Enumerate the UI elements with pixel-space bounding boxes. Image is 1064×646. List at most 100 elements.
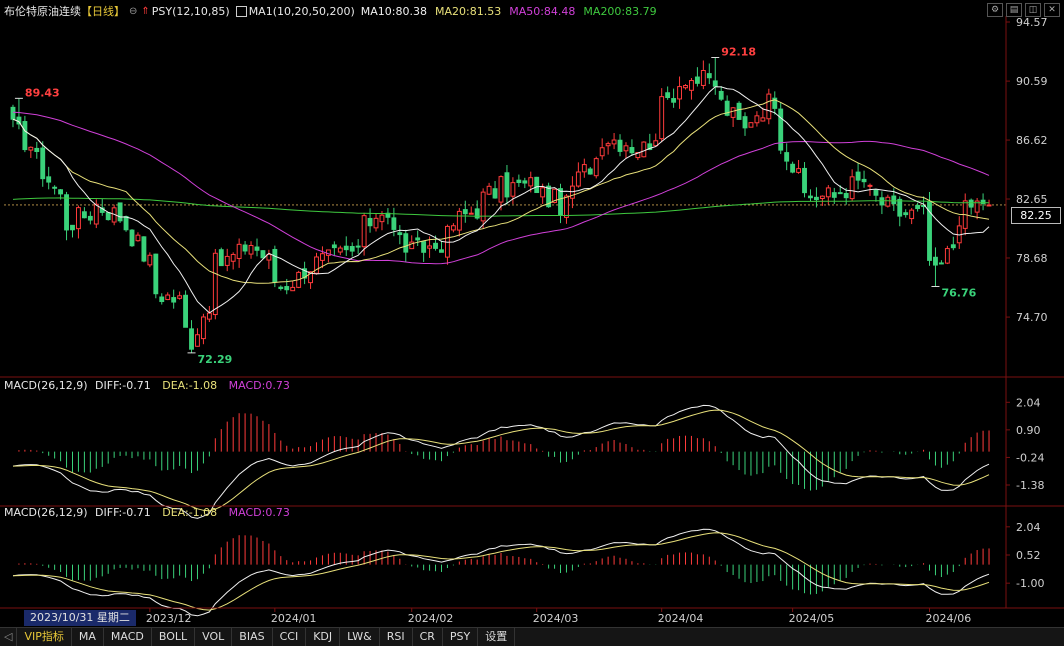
candle-body xyxy=(260,250,266,259)
settings-icon[interactable]: ⊖ xyxy=(129,5,138,17)
candle-body xyxy=(766,93,772,120)
candle-body xyxy=(653,140,659,147)
macd2-header: MACD(26,12,9) DIFF:-0.71 DEA:-1.08 MACD:… xyxy=(4,506,290,519)
candle-body xyxy=(933,256,938,266)
candle-body xyxy=(903,212,909,216)
tab-cci[interactable]: CCI xyxy=(273,628,307,646)
candle-body xyxy=(123,216,129,231)
candle-body xyxy=(58,189,64,195)
candle-body xyxy=(540,187,546,198)
candle-body xyxy=(629,147,635,154)
candle-body xyxy=(885,196,891,207)
y-tick-label: 82.65 xyxy=(1016,193,1048,206)
tab-rsi[interactable]: RSI xyxy=(380,628,413,646)
tab-macd[interactable]: MACD xyxy=(104,628,152,646)
candle-body xyxy=(409,241,415,250)
candle-body xyxy=(64,194,69,231)
candle-body xyxy=(938,262,944,265)
candle-body xyxy=(599,147,605,157)
candle-body xyxy=(552,188,557,203)
candle-body xyxy=(528,177,534,187)
candle-body xyxy=(564,195,569,218)
candle-body xyxy=(677,86,682,100)
tab-settings[interactable]: 设置 xyxy=(478,628,516,646)
candle-body xyxy=(623,145,629,152)
candle-body xyxy=(974,200,980,213)
candle-body xyxy=(343,245,349,251)
ma50-label: MA50:84.48 xyxy=(509,4,576,18)
macd2-dea: DEA:-1.08 xyxy=(162,506,218,519)
panel-menu-icon[interactable]: ⚙ xyxy=(987,3,1003,17)
psy-label: PSY(12,10,85) xyxy=(151,4,230,18)
panel-split-icon[interactable]: ◫ xyxy=(1025,3,1041,17)
macd1-diff-line xyxy=(12,404,990,519)
macd2-y-tick-label: 0.52 xyxy=(1016,549,1041,562)
ma200-line xyxy=(12,197,989,217)
candle-body xyxy=(355,245,361,248)
candle-body xyxy=(748,122,754,128)
y-tick-label: 94.57 xyxy=(1016,16,1048,29)
y-tick-label: 78.68 xyxy=(1016,252,1048,265)
candle-body xyxy=(724,100,730,116)
candle-body xyxy=(331,244,337,249)
candle-body xyxy=(439,249,444,253)
low-annotation: 76.76 xyxy=(941,286,976,299)
candle-body xyxy=(189,328,194,350)
tab-vol[interactable]: VOL xyxy=(195,628,233,646)
tab-kdj[interactable]: KDJ xyxy=(306,628,341,646)
candle-body xyxy=(778,108,784,151)
macd1-y-tick-label: -0.24 xyxy=(1016,451,1044,464)
tab-lw[interactable]: LW& xyxy=(340,628,380,646)
macd1-dea: DEA:-1.08 xyxy=(162,379,218,392)
tab-psy[interactable]: PSY xyxy=(443,628,479,646)
candle-body xyxy=(760,117,766,122)
tab-ma[interactable]: MA xyxy=(72,628,104,646)
candle-body xyxy=(849,176,855,200)
macd2-dea-line xyxy=(12,532,990,611)
candle-body xyxy=(70,224,75,231)
candle-body xyxy=(492,188,498,199)
candle-body xyxy=(22,121,28,151)
candle-body xyxy=(480,191,486,222)
candle-body xyxy=(593,158,599,177)
candle-body xyxy=(772,97,778,109)
tab-cr[interactable]: CR xyxy=(413,628,443,646)
candle-body xyxy=(415,237,421,241)
candle-body xyxy=(46,176,52,183)
candle-body xyxy=(52,186,58,189)
x-tick-label: 2024/03 xyxy=(533,612,579,625)
tab-boll[interactable]: BOLL xyxy=(152,628,196,646)
panel-arrange-icon[interactable]: ▤ xyxy=(1006,3,1022,17)
candle-body xyxy=(647,143,653,151)
candle-body xyxy=(290,286,296,292)
candle-body xyxy=(950,244,956,249)
candle-body xyxy=(314,256,319,274)
toolbar-scroll-icon[interactable]: ◁ xyxy=(0,628,18,646)
candle-body xyxy=(195,334,200,347)
candle-body xyxy=(302,268,308,279)
candle-body xyxy=(486,185,492,195)
candle-body xyxy=(873,189,879,196)
tab-bias[interactable]: BIAS xyxy=(232,628,273,646)
y-tick-label: 90.59 xyxy=(1016,75,1048,88)
candle-body xyxy=(825,187,831,198)
y-tick-label: 74.70 xyxy=(1016,311,1048,324)
window-controls: ⚙ ▤ ◫ ✕ xyxy=(987,3,1060,17)
period-label[interactable]: 【日线】 xyxy=(81,5,125,18)
candle-body xyxy=(498,176,504,203)
candle-body xyxy=(474,208,480,219)
brent-chart[interactable]: 2.04 0.90 -0.24 -1.38 2.04 0.52 -1.00 94.57 90… xyxy=(0,0,1064,627)
x-tick-label: 2024/02 xyxy=(408,612,454,625)
candle-body xyxy=(40,147,46,180)
candle-body xyxy=(980,199,986,205)
macd2-y-tick-label: -1.00 xyxy=(1016,577,1044,590)
tab-vip[interactable]: VIP指标 xyxy=(17,628,72,646)
candle-body xyxy=(200,316,206,340)
candle-body xyxy=(141,236,147,262)
candle-body xyxy=(635,151,641,159)
moving-average-lines xyxy=(12,86,990,314)
candle-body xyxy=(611,139,617,145)
candle-body xyxy=(790,163,796,173)
candle-body xyxy=(986,204,992,207)
panel-close-icon[interactable]: ✕ xyxy=(1044,3,1060,17)
